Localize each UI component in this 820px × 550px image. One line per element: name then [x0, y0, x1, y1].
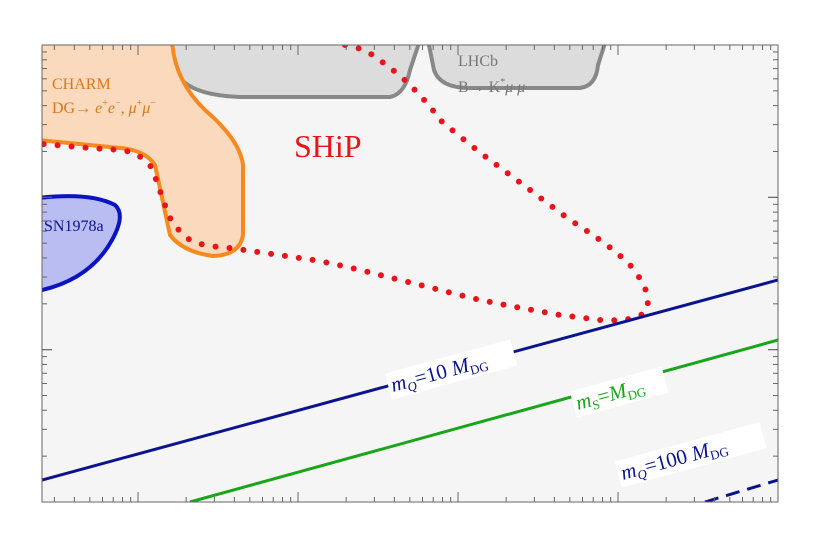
mq100-line [704, 478, 778, 502]
lhcb-title: LHCb [458, 53, 498, 70]
ship-label: SHiP [294, 128, 362, 164]
charm-region [42, 45, 245, 259]
lhcb-region [168, 45, 421, 99]
ms-line [189, 338, 778, 502]
lhcb-process: B→ K*μ μ [458, 77, 525, 96]
label-background [384, 339, 518, 400]
sn-region [42, 194, 122, 293]
ms-label: mS=MDG [569, 366, 669, 418]
label-background [614, 422, 767, 488]
ticks [42, 44, 779, 503]
charm-title: CHARM [52, 76, 111, 93]
sn-label: SN1978a [44, 218, 104, 235]
lhcb-region [426, 45, 607, 90]
ship-curve [42, 45, 651, 324]
label-background [569, 366, 669, 418]
charm-process: DG→ e+e−, μ+μ− [52, 98, 156, 117]
